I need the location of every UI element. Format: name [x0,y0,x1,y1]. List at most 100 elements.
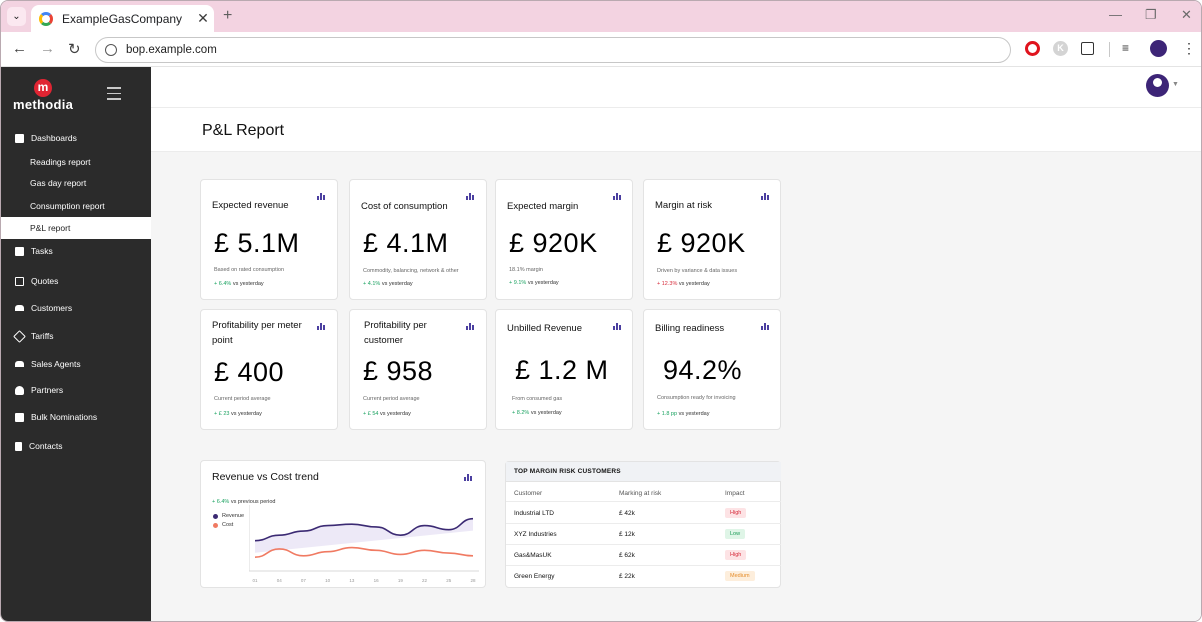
sidebar-item-readings-report[interactable]: Readings report [1,151,151,173]
user-avatar-icon[interactable] [1146,74,1169,97]
kpi-card-expected-margin[interactable]: Expected margin £ 920K 18.1% margin + 9.… [495,179,633,300]
column-header[interactable]: Customer [514,490,543,497]
table-row[interactable]: Green Energy £ 22k Medium [506,566,781,587]
browser-tab[interactable]: ExampleGasCompany ✕ [31,5,214,32]
site-info-icon[interactable] [105,44,117,56]
kpi-value: £ 920K [657,228,746,258]
kpi-trend: + 9.1% vs yesterday [509,280,559,286]
kpi-card-expected-revenue[interactable]: Expected revenue £ 5.1M Based on rated c… [200,179,338,300]
kpi-note: From consumed gas [512,396,563,402]
kpi-card-profitability-per-customer[interactable]: Profitability per customer £ 958 Current… [349,309,487,430]
revenue-vs-cost-chart-card[interactable]: Revenue vs Cost trend + 6.4% vs previous… [200,460,486,588]
close-window-icon[interactable]: ✕ [1181,7,1192,22]
sidebar-item-label: Gas day report [30,178,87,188]
trend-suffix: vs yesterday [381,281,413,287]
browser-menu-icon[interactable]: ⋮ [1182,40,1196,56]
trend-delta: + 1.8 pp [657,411,678,417]
k-extension-icon[interactable]: K [1053,41,1068,56]
amount-cell: £ 42k [619,510,635,517]
kpi-title: Cost of consumption [361,201,448,212]
amount-cell: £ 22k [619,573,635,580]
customer-cell: XYZ Industries [514,531,557,538]
extensions-icon[interactable] [1081,42,1094,55]
close-tab-icon[interactable]: ✕ [197,10,209,26]
sidebar-item-label: Readings report [30,157,91,167]
sidebar-item-tasks[interactable]: Tasks [1,240,151,262]
sidebar-item-consumption-report[interactable]: Consumption report [1,195,151,217]
tab-search-icon[interactable]: ⌄ [7,7,26,26]
sidebar-item-label: Sales Agents [31,359,81,369]
bar-chart-icon[interactable] [466,322,475,330]
hamburger-menu-icon[interactable] [107,87,121,104]
column-header[interactable]: Impact [725,490,745,497]
table-row[interactable]: Gas&MasUK £ 62k High [506,545,781,566]
trend-suffix: vs yesterday [678,281,710,287]
bar-chart-icon[interactable] [613,192,622,200]
bar-chart-icon[interactable] [761,192,770,200]
forward-icon[interactable]: → [40,40,55,57]
browser-tab-strip: ⌄ ExampleGasCompany ✕ + — ❐ ✕ [1,1,1201,32]
reload-icon[interactable]: ↻ [68,41,81,58]
sidebar-item-label: Dashboards [31,133,77,143]
kpi-trend: + 4.1% vs yesterday [363,281,413,287]
restore-icon[interactable]: ❐ [1145,7,1157,22]
kpi-card-profitability-per-meter-point[interactable]: Profitability per meter point £ 400 Curr… [200,309,338,430]
x-tick-label: 10 [325,578,331,583]
profile-icon[interactable] [1150,40,1167,57]
kpi-note: Driven by variance & data issues [657,268,738,274]
impact-badge: High [725,550,747,560]
impact-badge: High [725,508,747,518]
amount-cell: £ 62k [619,552,635,559]
back-icon[interactable]: ← [12,40,27,57]
table-row[interactable]: Industrial LTD £ 42k High [506,503,781,524]
main-content: ▼ P&L Report Expected revenue £ 5.1M Bas… [151,67,1201,621]
kpi-value: £ 1.2 M [515,355,609,385]
sidebar-item-partners[interactable]: Partners [1,379,151,401]
sidebar-item-sales-agents[interactable]: Sales Agents [1,353,151,375]
bar-chart-icon[interactable] [466,192,475,200]
bar-chart-icon[interactable] [464,473,473,481]
tab-title: ExampleGasCompany [62,11,183,26]
bar-chart-icon[interactable] [613,322,622,330]
sidebar-item-dashboards[interactable]: Dashboards [1,127,151,149]
sidebar-item-bulk-nominations[interactable]: Bulk Nominations [1,406,151,428]
logo-mark: m [34,79,52,97]
kpi-trend: + £ 54 vs yesterday [363,411,411,417]
kpi-title: Profitability per customer [364,320,427,346]
sidebar-item-label: Tariffs [31,331,54,341]
kpi-card-unbilled-revenue[interactable]: Unbilled Revenue £ 1.2 M From consumed g… [495,309,633,430]
opera-extension-icon[interactable] [1025,41,1040,56]
tag-icon [13,329,26,343]
sidebar-item-customers[interactable]: Customers [1,297,151,319]
x-tick-label: 07 [301,578,307,583]
chevron-down-icon[interactable]: ▼ [1172,81,1179,88]
kpi-card-billing-readiness[interactable]: Billing readiness 94.2% Consumption read… [643,309,781,430]
sidebar-item-pl-report[interactable]: P&L report [1,217,151,239]
methodia-logo[interactable]: m methodia [13,79,73,119]
revenue-area-shadow [255,518,473,553]
x-tick-label: 13 [349,578,355,583]
bar-chart-icon[interactable] [761,322,770,330]
kpi-value: £ 920K [509,228,598,258]
minimize-icon[interactable]: — [1109,7,1122,22]
column-header[interactable]: Marking at risk [619,490,662,497]
bar-chart-icon[interactable] [317,322,326,330]
chart-title: Revenue vs Cost trend [212,471,319,483]
url-text[interactable]: bop.example.com [126,44,217,56]
kpi-value: 94.2% [663,355,743,385]
media-controls-icon[interactable]: ≡ [1122,41,1130,55]
kpi-card-cost-of-consumption[interactable]: Cost of consumption £ 4.1M Commodity, ba… [349,179,487,300]
sidebar-item-gas-day-report[interactable]: Gas day report [1,172,151,194]
kpi-title: Unbilled Revenue [507,323,582,334]
kpi-card-margin-at-risk[interactable]: Margin at risk £ 920K Driven by variance… [643,179,781,300]
sidebar-item-tariffs[interactable]: Tariffs [1,325,151,347]
trend-delta: + 12.3% [657,281,678,287]
table-row[interactable]: XYZ Industries £ 12k Low [506,524,781,545]
address-bar[interactable]: bop.example.com [95,37,1011,63]
sidebar-item-label: Customers [31,303,73,313]
bar-chart-icon[interactable] [317,192,326,200]
sidebar-item-contacts[interactable]: Contacts [1,435,151,457]
kpi-trend: + £ 23 vs yesterday [214,411,262,417]
new-tab-icon[interactable]: + [223,7,233,24]
sidebar-item-quotes[interactable]: Quotes [1,270,151,292]
